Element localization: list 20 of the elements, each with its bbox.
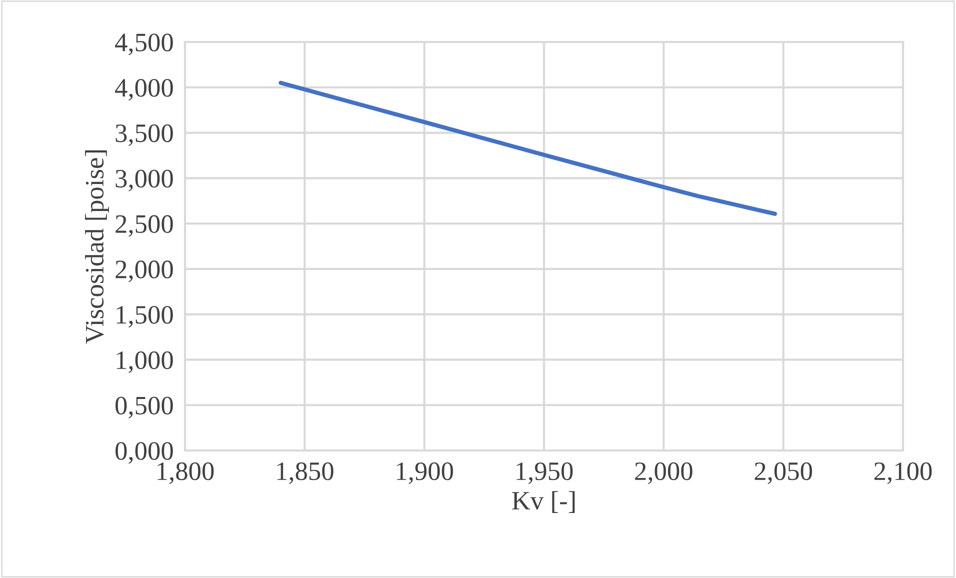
y-axis-title: Viscosidad [poise] [85,150,109,344]
x-tick-label: 1,900 [396,462,454,484]
x-tick-label: 1,800 [158,462,214,484]
y-tick-label: 3,000 [116,170,173,192]
y-tick-label: 4,000 [115,78,173,101]
y-tick-label: 4,500 [115,34,173,56]
x-tick-label: 2,000 [635,462,692,484]
y-tick-label: 3,500 [116,124,173,146]
x-tick-label: 1,950 [516,462,573,484]
line-series [278,80,778,216]
y-tick-label: 0,000 [116,442,173,464]
x-tick-label: 1,850 [277,462,334,484]
y-tick-label: 0,500 [116,396,173,418]
y-tick-label: 2,500 [116,215,173,237]
y-tick-label: 1,500 [116,306,173,328]
y-tick-label: 1,000 [116,351,173,373]
x-axis-title: Kv [-] [512,491,575,513]
x-tick-label: 2,100 [874,462,932,484]
y-tick-label: 2,000 [116,260,173,282]
x-tick-label: 2,050 [754,462,812,484]
